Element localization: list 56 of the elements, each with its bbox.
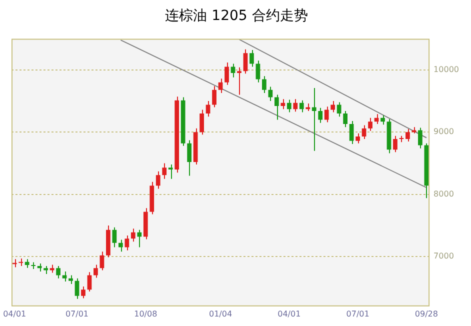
candlestick [318,107,323,124]
x-tick-label: 04/01 [3,309,26,318]
x-tick-label: 04/01 [278,309,301,318]
candlestick [156,170,160,190]
candlestick [368,117,372,132]
candlestick [406,128,410,142]
candlestick [212,86,216,108]
x-tick-label: 07/01 [65,309,89,318]
candlestick [200,109,204,136]
chart-title: 连棕油 1205 合约走势 [165,8,308,24]
candlestick [237,66,242,96]
candlestick [224,62,229,86]
candlestick [393,135,398,153]
candlestick [100,251,104,271]
candlestick [74,278,80,300]
candlestick [243,48,248,74]
candlestick [94,264,98,278]
candlestick [343,110,348,128]
candlestick [56,265,60,279]
candlestick [293,98,298,112]
candlestick [349,120,354,144]
candlestick [250,50,254,68]
candlestick [336,102,342,118]
candlestick [380,114,385,126]
candlestick [187,140,192,176]
candlestick [274,94,279,120]
candlestick [130,228,136,242]
candlestick [330,100,336,113]
x-tick-label: 09/28 [414,309,438,318]
candlestick [299,100,304,113]
y-tick-label: 7000 [434,252,454,261]
candlestick [124,234,130,251]
x-tick-label: 10/08 [134,309,158,318]
x-tick-label: 01/04 [208,309,232,318]
candlestick [356,132,360,144]
y-tick-label: 10000 [434,64,460,74]
candlestick [286,99,292,113]
candlestick [312,87,316,152]
candlestick [362,124,366,140]
y-tick-label: 9000 [434,127,454,136]
x-tick-label: 07/01 [346,309,370,318]
candlestick [168,164,173,180]
y-tick-label: 8000 [434,189,454,198]
candlestick [262,76,266,94]
candlestick [280,98,286,110]
candlestick [81,286,86,299]
candlestick [418,127,422,149]
candlestick [218,78,223,94]
candlestick [112,226,117,248]
candlestick [87,272,92,292]
candlestick [162,162,167,180]
candlestick [118,239,123,252]
candlestick [256,60,260,83]
candlestick [324,106,329,123]
candlestick [268,86,273,102]
candlestick [137,229,142,248]
